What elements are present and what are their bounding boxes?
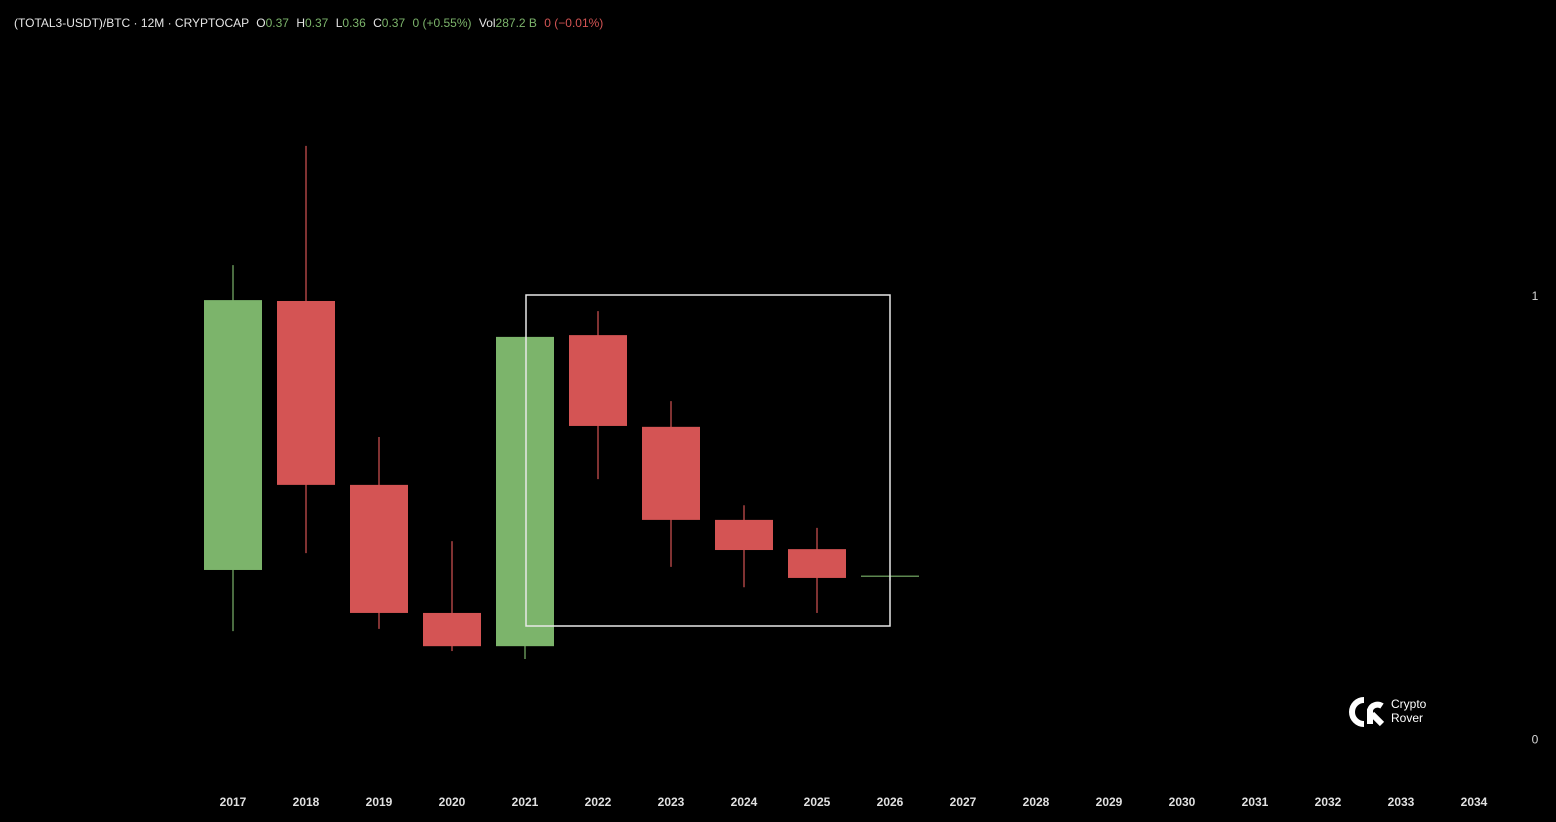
o-value: 0.37 [266,16,290,30]
logo-text: Crypto [1391,697,1427,711]
x-tick-label: 2019 [366,795,393,809]
x-tick-label: 2033 [1388,795,1415,809]
body [204,300,262,570]
change: 0 (+0.55%) [412,16,471,30]
x-tick-label: 2023 [658,795,685,809]
x-tick-label: 2034 [1461,795,1488,809]
annotation-box [525,294,891,627]
x-tick-label: 2030 [1169,795,1196,809]
body [788,549,846,578]
x-tick-label: 2021 [512,795,539,809]
x-tick-label: 2029 [1096,795,1123,809]
x-tick-label: 2018 [293,795,320,809]
x-tick-label: 2032 [1315,795,1342,809]
body [277,300,335,485]
l-value: 0.36 [342,16,366,30]
x-tick-label: 2026 [877,795,904,809]
y-tick-label: 0 [1532,732,1539,746]
logo-c [1349,697,1365,727]
body [423,612,481,647]
vol-change: 0 (−0.01%) [544,16,603,30]
vol-label: Vol [479,16,496,30]
logo-text: Rover [1391,711,1423,725]
c-label: C [373,16,382,30]
body [350,484,408,613]
header-text: (TOTAL3-USDT)/BTC · 12M · CRYPTOCAP O0.3… [14,16,603,30]
x-tick-label: 2020 [439,795,466,809]
x-tick-label: 2025 [804,795,831,809]
h-value: 0.37 [305,16,329,30]
c-value: 0.37 [382,16,406,30]
x-tick-label: 2031 [1242,795,1269,809]
x-tick-label: 2022 [585,795,612,809]
vol-value: 287.2 B [496,16,537,30]
x-tick-label: 2024 [731,795,758,809]
logo: Crypto Rover [1349,697,1427,727]
x-tick-label: 2027 [950,795,977,809]
logo-r [1367,701,1385,727]
symbol: (TOTAL3-USDT)/BTC · 12M · CRYPTOCAP [14,16,249,30]
body [496,336,554,647]
x-tick-label: 2017 [220,795,247,809]
l-label: L [336,16,343,30]
plot: 0 1 2017 2018 2019 2020 2021 2022 2023 2024 2025 20… [204,145,1539,809]
y-tick-label: 1 [1532,289,1539,303]
body [715,519,773,551]
body [569,335,627,426]
h-label: H [296,16,305,30]
x-tick-label: 2028 [1023,795,1050,809]
o-label: O [256,16,265,30]
body [642,426,700,520]
